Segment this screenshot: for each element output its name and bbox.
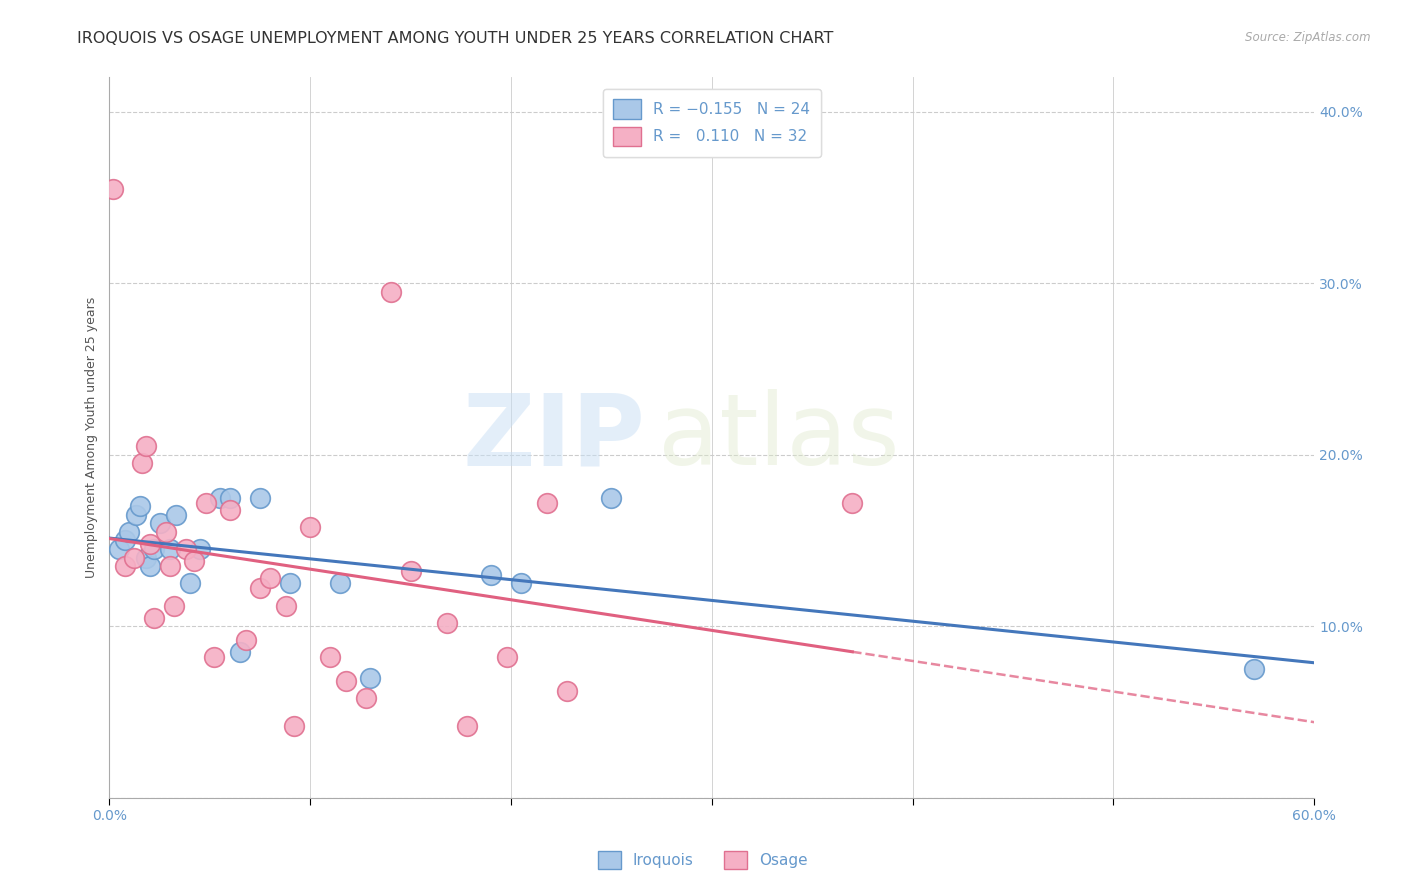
Point bbox=[219, 491, 242, 505]
Point bbox=[259, 571, 281, 585]
Point bbox=[188, 541, 211, 556]
Point bbox=[155, 524, 177, 539]
Text: Source: ZipAtlas.com: Source: ZipAtlas.com bbox=[1246, 31, 1371, 45]
Text: IROQUOIS VS OSAGE UNEMPLOYMENT AMONG YOUTH UNDER 25 YEARS CORRELATION CHART: IROQUOIS VS OSAGE UNEMPLOYMENT AMONG YOU… bbox=[77, 31, 834, 46]
Point bbox=[235, 632, 257, 647]
Point bbox=[496, 650, 519, 665]
Point bbox=[179, 576, 201, 591]
Point bbox=[135, 439, 157, 453]
Point bbox=[356, 691, 378, 706]
Point bbox=[249, 491, 271, 505]
Point bbox=[335, 674, 357, 689]
Point bbox=[138, 537, 160, 551]
Point bbox=[163, 599, 186, 613]
Point bbox=[278, 576, 301, 591]
Point bbox=[536, 496, 558, 510]
Point bbox=[194, 496, 217, 510]
Point bbox=[118, 524, 141, 539]
Point bbox=[380, 285, 402, 299]
Point bbox=[202, 650, 225, 665]
Text: atlas: atlas bbox=[658, 389, 900, 486]
Point bbox=[103, 182, 125, 196]
Point bbox=[274, 599, 297, 613]
Point bbox=[299, 520, 322, 534]
Point bbox=[183, 554, 205, 568]
Point bbox=[249, 582, 271, 596]
Point bbox=[283, 719, 305, 733]
Point bbox=[510, 576, 533, 591]
Legend: R = −0.155   N = 24, R =   0.110   N = 32: R = −0.155 N = 24, R = 0.110 N = 32 bbox=[603, 88, 821, 157]
Point bbox=[142, 541, 165, 556]
Point bbox=[399, 564, 422, 578]
Point bbox=[229, 645, 252, 659]
Point bbox=[114, 533, 136, 548]
Point bbox=[131, 456, 153, 470]
Point bbox=[479, 567, 502, 582]
Point bbox=[135, 550, 157, 565]
Point bbox=[124, 508, 146, 522]
Point bbox=[329, 576, 352, 591]
Point bbox=[456, 719, 478, 733]
Point bbox=[122, 550, 145, 565]
Point bbox=[1243, 662, 1265, 676]
Point bbox=[108, 541, 131, 556]
Point bbox=[359, 671, 381, 685]
Point bbox=[159, 559, 181, 574]
Point bbox=[114, 559, 136, 574]
Point bbox=[128, 499, 150, 513]
Point bbox=[142, 610, 165, 624]
Point bbox=[600, 491, 623, 505]
Text: ZIP: ZIP bbox=[463, 389, 645, 486]
Point bbox=[319, 650, 342, 665]
Point bbox=[149, 516, 172, 531]
Point bbox=[436, 615, 458, 630]
Point bbox=[174, 541, 197, 556]
Point bbox=[165, 508, 187, 522]
Point bbox=[159, 541, 181, 556]
Point bbox=[208, 491, 231, 505]
Point bbox=[841, 496, 863, 510]
Point bbox=[219, 502, 242, 516]
Y-axis label: Unemployment Among Youth under 25 years: Unemployment Among Youth under 25 years bbox=[86, 297, 98, 578]
Point bbox=[138, 559, 160, 574]
Point bbox=[555, 684, 578, 698]
Legend: Iroquois, Osage: Iroquois, Osage bbox=[592, 845, 814, 875]
